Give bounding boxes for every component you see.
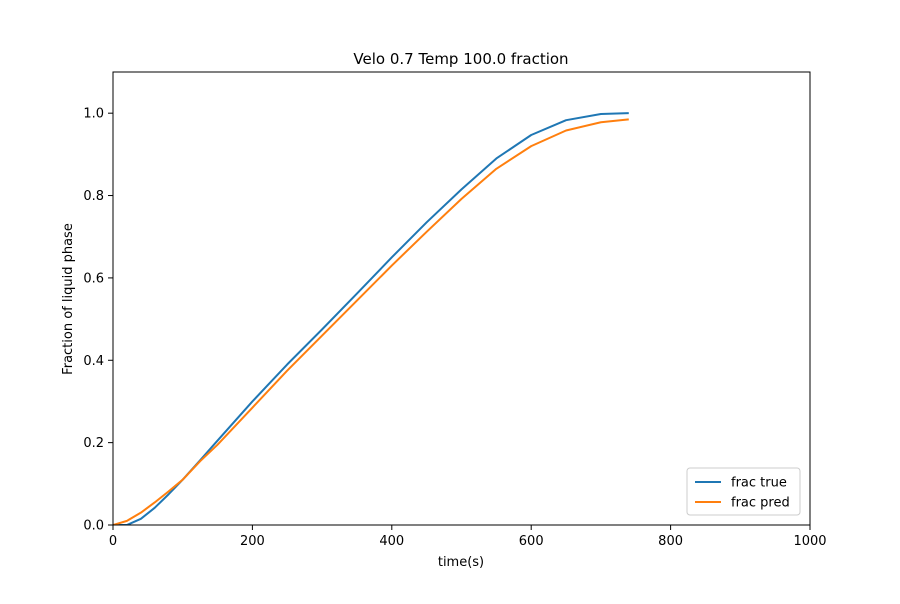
x-tick-label: 400 xyxy=(379,534,404,549)
x-tick-label: 0 xyxy=(109,534,117,549)
chart-title: Velo 0.7 Temp 100.0 fraction xyxy=(353,50,568,68)
plot-area: 0 200 400 600 800 1000 0.0 0.2 0.4 0.6 0.8 1.0 frac … xyxy=(83,71,827,549)
x-tick-label: 1000 xyxy=(793,534,826,549)
legend-label: frac true xyxy=(731,476,787,491)
y-tick-label: 1.0 xyxy=(83,107,104,122)
y-tick-label: 0.2 xyxy=(83,436,104,451)
x-axis-label: time(s) xyxy=(438,555,484,570)
y-tick-label: 0.6 xyxy=(83,271,104,286)
legend-label: frac pred xyxy=(731,496,790,511)
y-axis-label: Fraction of liquid phase xyxy=(61,223,76,375)
y-tick-label: 0.0 xyxy=(83,519,104,534)
x-tick-label: 200 xyxy=(240,534,265,549)
y-tick-label: 0.8 xyxy=(83,189,104,204)
series-line-frac-pred xyxy=(113,118,629,525)
series-line-frac-true xyxy=(113,112,629,525)
x-tick-label: 800 xyxy=(658,534,683,549)
axes-frame xyxy=(112,71,811,526)
legend-box xyxy=(686,467,801,516)
x-tick-label: 600 xyxy=(519,534,544,549)
y-tick-label: 0.4 xyxy=(83,354,104,369)
